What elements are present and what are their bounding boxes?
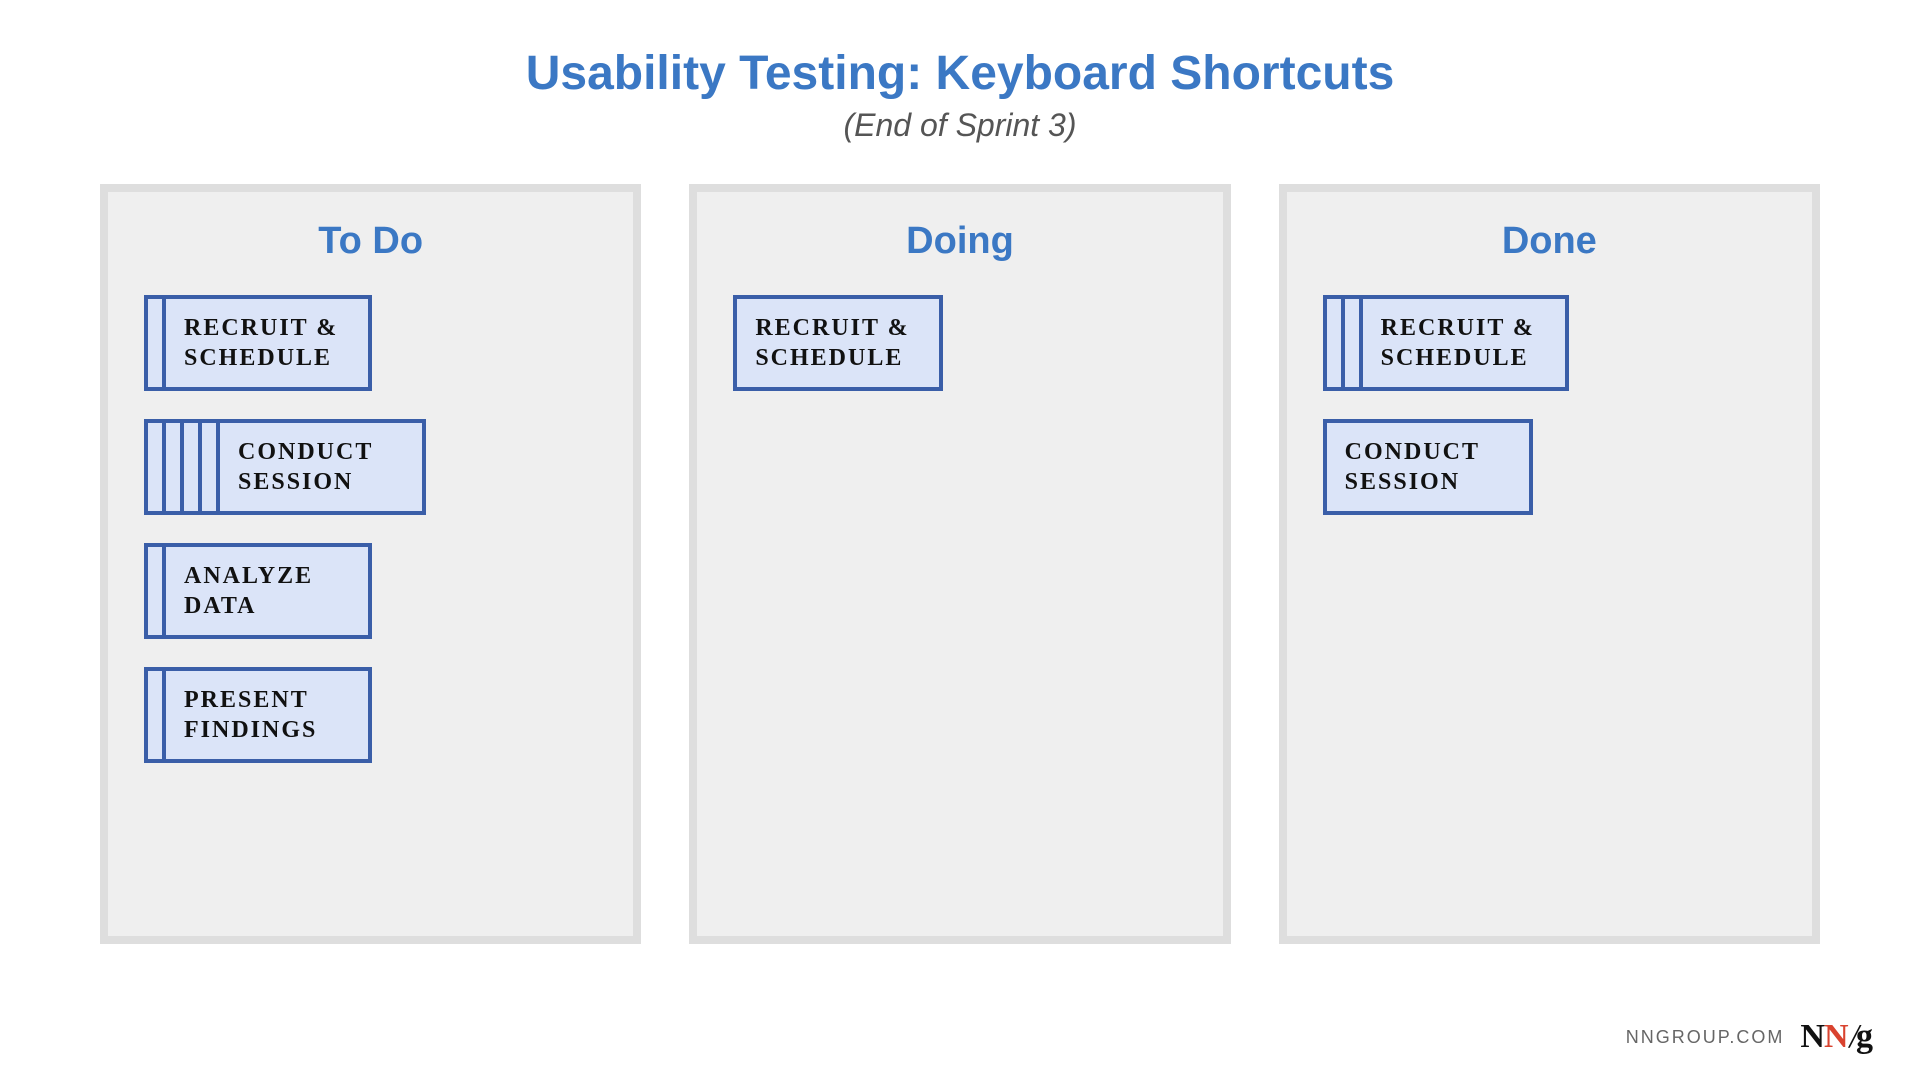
- card-stack: Present Findings: [144, 667, 372, 763]
- kanban-column: To Do Recruit & Schedule Conduct Session An…: [100, 184, 641, 944]
- card-stack: Recruit & Schedule: [733, 295, 943, 391]
- kanban-board: To Do Recruit & Schedule Conduct Session An…: [100, 184, 1820, 944]
- card-stack: Recruit & Schedule: [1323, 295, 1569, 391]
- task-card[interactable]: Recruit & Schedule: [733, 295, 943, 391]
- task-card[interactable]: Conduct Session: [1323, 419, 1533, 515]
- kanban-column: Doing Recruit & Schedule: [689, 184, 1230, 944]
- task-card-label: Conduct Session: [1345, 437, 1511, 497]
- column-title: To Do: [144, 220, 597, 263]
- card-stack: Conduct Session: [1323, 419, 1533, 515]
- task-card-label: Analyze Data: [184, 561, 350, 621]
- page-title: Usability Testing: Keyboard Shortcuts: [100, 46, 1820, 101]
- footer-url: NNGROUP.COM: [1626, 1027, 1785, 1048]
- task-card[interactable]: Analyze Data: [162, 543, 372, 639]
- nng-logo: NN/g: [1800, 1018, 1872, 1056]
- card-stack: Analyze Data: [144, 543, 372, 639]
- logo-n2: N: [1824, 1018, 1848, 1055]
- card-stack: Conduct Session: [144, 419, 426, 515]
- footer: NNGROUP.COM NN/g: [1626, 1018, 1872, 1056]
- logo-n1: N: [1800, 1018, 1824, 1055]
- page: Usability Testing: Keyboard Shortcuts (E…: [0, 0, 1920, 1080]
- task-card[interactable]: Recruit & Schedule: [1359, 295, 1569, 391]
- kanban-column: Done Recruit & Schedule Conduct Session: [1279, 184, 1820, 944]
- task-card-label: Recruit & Schedule: [1381, 313, 1547, 373]
- task-card[interactable]: Present Findings: [162, 667, 372, 763]
- task-card-label: Present Findings: [184, 685, 350, 745]
- page-subtitle: (End of Sprint 3): [100, 107, 1820, 144]
- task-card[interactable]: Conduct Session: [216, 419, 426, 515]
- logo-g: g: [1856, 1018, 1872, 1055]
- task-card-label: Recruit & Schedule: [184, 313, 350, 373]
- column-title: Doing: [733, 220, 1186, 263]
- task-card-label: Recruit & Schedule: [755, 313, 921, 373]
- task-card-label: Conduct Session: [238, 437, 404, 497]
- task-card[interactable]: Recruit & Schedule: [162, 295, 372, 391]
- column-title: Done: [1323, 220, 1776, 263]
- card-stack: Recruit & Schedule: [144, 295, 372, 391]
